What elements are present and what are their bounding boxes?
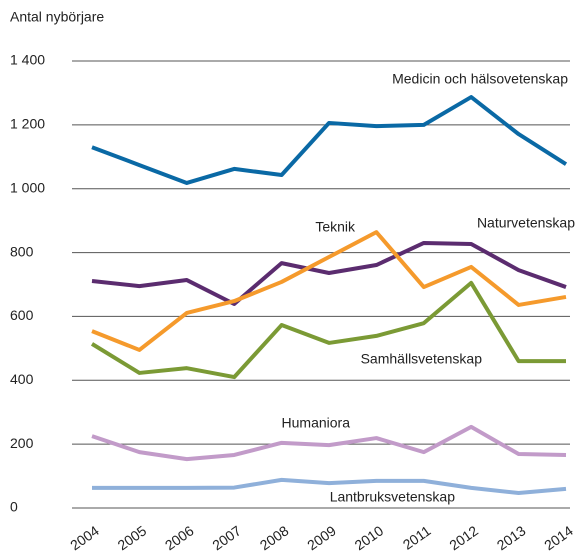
- x-tick-label: 2008: [257, 522, 292, 553]
- series-line: [91, 230, 567, 352]
- x-tick-label: 2007: [209, 522, 244, 553]
- series-line: [91, 95, 568, 185]
- series-line: [92, 477, 567, 495]
- y-tick-label: 1 200: [10, 116, 45, 132]
- x-tick-label: 2010: [352, 522, 387, 553]
- x-tick-label: 2011: [400, 522, 434, 552]
- x-tick-label: 2009: [304, 522, 339, 553]
- x-tick-label: 2004: [67, 522, 102, 553]
- series-label: Samhällsvetenskap: [361, 351, 483, 367]
- series-label: Naturvetenskap: [477, 215, 575, 231]
- y-tick-label: 400: [10, 371, 34, 387]
- y-tick-label: 0: [10, 499, 18, 515]
- x-tick-label: 2014: [541, 522, 576, 553]
- y-axis-label: Antal nybörjare: [10, 9, 104, 25]
- x-tick-label: 2006: [162, 522, 197, 553]
- y-tick-label: 800: [10, 243, 34, 259]
- x-tick-label: 2005: [115, 522, 150, 553]
- series-label: Teknik: [315, 219, 356, 235]
- y-tick-label: 200: [10, 435, 34, 451]
- y-tick-label: 1 400: [10, 52, 45, 68]
- y-tick-label: 1 000: [10, 179, 45, 195]
- series-line: [91, 240, 567, 306]
- series-line: [91, 424, 567, 462]
- series-label: Medicin och hälsovetenskap: [392, 71, 568, 87]
- y-tick-label: 600: [10, 307, 34, 323]
- x-tick-label: 2013: [494, 522, 529, 553]
- series-label: Humaniora: [282, 415, 351, 431]
- series-label: Lantbruksvetenskap: [330, 489, 456, 505]
- series-line: [90, 280, 566, 380]
- x-tick-label: 2012: [446, 522, 481, 553]
